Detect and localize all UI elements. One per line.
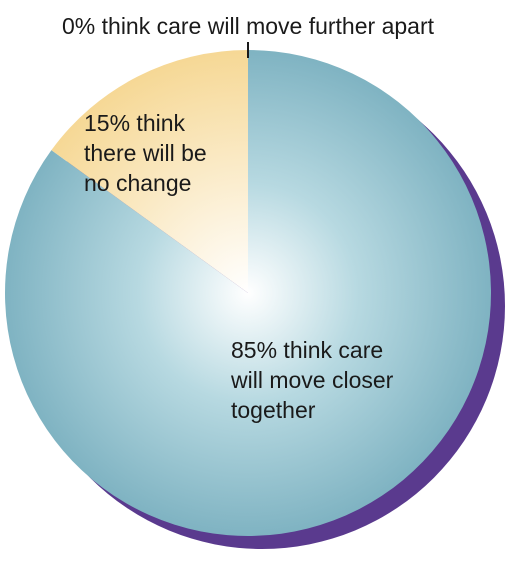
label-no-change-line-1: 15% think — [84, 110, 186, 136]
label-closer-together: 85% think care will move closer together — [230, 337, 400, 423]
label-further-apart-line: 0% think care will move further apart — [62, 13, 435, 39]
label-closer-together-line-3: together — [231, 397, 316, 423]
label-no-change: 15% think there will be no change — [84, 110, 213, 196]
slice-no-change — [51, 50, 248, 293]
slice-closer-together — [5, 50, 492, 536]
label-closer-together-line-1: 85% think care — [231, 337, 383, 363]
label-further-apart: 0% think care will move further apart — [62, 13, 435, 39]
label-closer-together-line-2: will move closer — [230, 367, 394, 393]
label-no-change-line-3: no change — [84, 170, 191, 196]
label-no-change-line-2: there will be — [84, 140, 207, 166]
